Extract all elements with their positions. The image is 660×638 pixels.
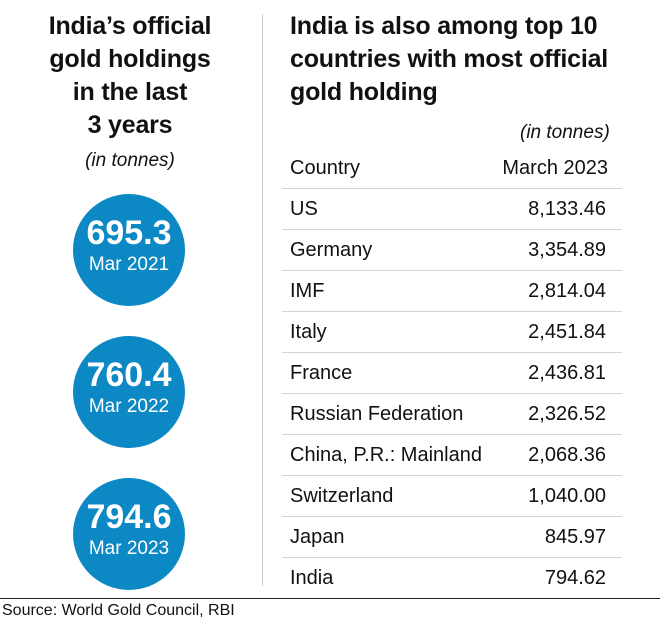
table-row: France 2,436.81 [282, 353, 622, 394]
right-chart-title: India is also among top 10 countries wit… [290, 10, 655, 109]
value-cell: 2,436.81 [528, 362, 606, 384]
left-unit-label: (in tonnes) [85, 150, 175, 171]
table-row: India 794.62 [282, 558, 622, 598]
value-cell: 3,354.89 [528, 239, 606, 261]
holding-value-2021: 695.3 [86, 214, 172, 252]
value-cell: 2,326.52 [528, 403, 606, 425]
country-cell: Japan [290, 526, 345, 548]
value-cell: 794.62 [544, 567, 606, 589]
holding-label-2021: Mar 2021 [88, 254, 170, 275]
country-cell: France [290, 362, 353, 384]
country-cell: Russian Federation [290, 403, 464, 425]
table-row: IMF 2,814.04 [282, 271, 622, 312]
holding-circle-2022: 760.4 Mar 2022 [73, 336, 185, 448]
value-cell: 845.97 [544, 526, 606, 548]
holding-label-2022: Mar 2022 [88, 396, 170, 417]
country-cell: China, P.R.: Mainland [290, 444, 482, 466]
right-unit-label: (in tonnes) [520, 122, 610, 143]
table-row: Italy 2,451.84 [282, 312, 622, 353]
country-cell: IMF [290, 280, 325, 302]
table-row: Germany 3,354.89 [282, 230, 622, 271]
holding-label-2023: Mar 2023 [88, 538, 170, 559]
right-title-line-3: gold holding [290, 78, 438, 106]
country-cell: Germany [290, 239, 373, 261]
table-row: US 8,133.46 [282, 189, 622, 230]
left-title-line-3: in the last [72, 78, 188, 106]
left-title-line-1: India’s official [48, 12, 212, 40]
column-header-march-2023: March 2023 [502, 157, 608, 179]
value-cell: 1,040.00 [528, 485, 606, 507]
country-cell: Italy [290, 321, 327, 343]
column-header-country: Country [290, 157, 361, 179]
table-row: Switzerland 1,040.00 [282, 476, 622, 517]
value-cell: 2,814.04 [528, 280, 606, 302]
value-cell: 2,068.36 [528, 444, 606, 466]
holding-circle-2023: 794.6 Mar 2023 [73, 478, 185, 590]
table-row: Japan 845.97 [282, 517, 622, 558]
gold-holdings-table: Country March 2023 US 8,133.46 Germany 3… [282, 148, 622, 598]
source-note: Source: World Gold Council, RBI [2, 602, 235, 619]
holding-value-2023: 794.6 [86, 498, 172, 536]
right-title-line-1: India is also among top 10 [290, 12, 598, 40]
left-chart-title: India’s official gold holdings in the la… [10, 10, 250, 142]
left-title-line-2: gold holdings [49, 45, 211, 73]
panel-divider [262, 14, 263, 586]
table-header-row: Country March 2023 [282, 148, 622, 189]
table-row: Russian Federation 2,326.52 [282, 394, 622, 435]
country-cell: US [290, 198, 318, 220]
value-cell: 8,133.46 [528, 198, 606, 220]
right-title-line-2: countries with most official [290, 45, 609, 73]
source-divider [0, 598, 660, 599]
left-title-line-4: 3 years [87, 111, 173, 139]
value-cell: 2,451.84 [528, 321, 606, 343]
country-cell: Switzerland [290, 485, 394, 507]
table-row: China, P.R.: Mainland 2,068.36 [282, 435, 622, 476]
country-cell: India [290, 567, 334, 589]
holding-value-2022: 760.4 [86, 356, 172, 394]
holding-circle-2021: 695.3 Mar 2021 [73, 194, 185, 306]
